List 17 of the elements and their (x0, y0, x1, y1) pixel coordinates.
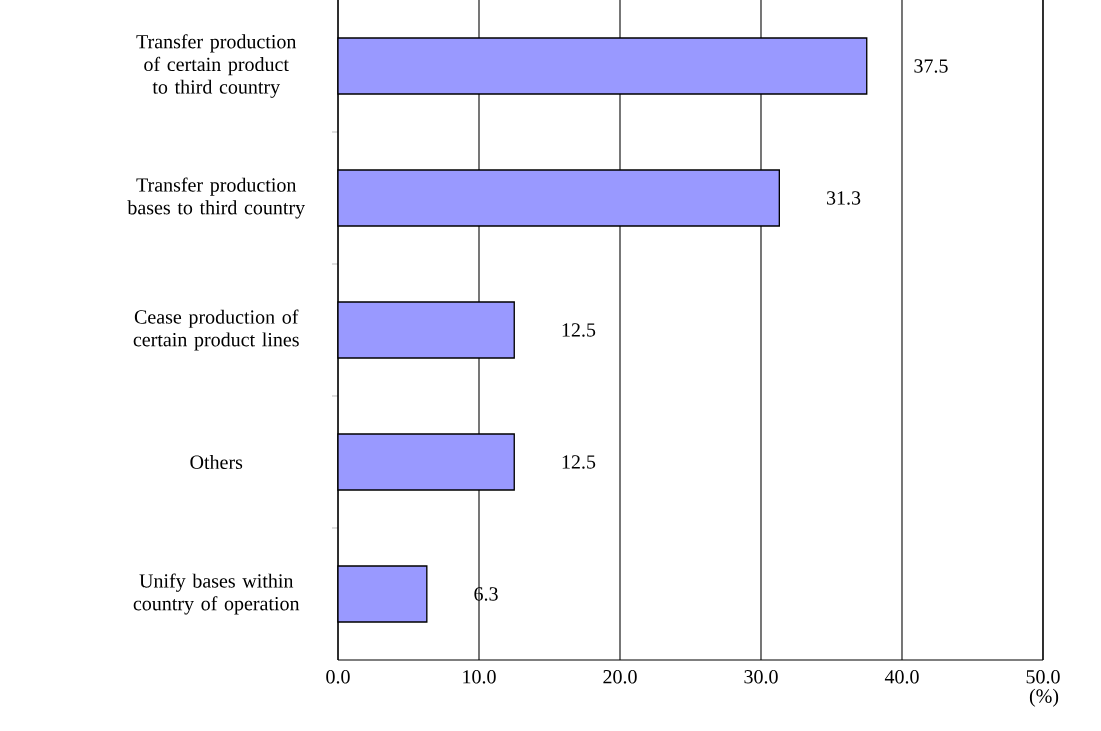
x-tick-label: 10.0 (463, 670, 496, 684)
y-tick-label: Others (190, 454, 243, 470)
y-tick-label: Cease production of certain product lines (133, 309, 299, 351)
x-tick-label: 0.0 (326, 670, 350, 684)
x-tick-label: 40.0 (884, 670, 919, 684)
data-label: 12.5 (562, 455, 596, 469)
x-tick-label: 50.0 (1026, 670, 1060, 684)
data-label: 12.5 (562, 323, 596, 337)
data-label: 37.5 (914, 59, 948, 73)
x-tick-label: 20.0 (603, 670, 637, 684)
x-axis-title: (%) (1029, 688, 1059, 707)
y-tick-label: Unify bases within country of operation (133, 573, 300, 615)
y-tick-label: Transfer production bases to third country (127, 177, 306, 219)
y-tick-label: Transfer production of certain product to third country (136, 34, 297, 98)
data-label: 6.3 (474, 587, 498, 601)
data-label: 31.3 (827, 191, 861, 205)
x-tick-label: 30.0 (744, 670, 778, 684)
